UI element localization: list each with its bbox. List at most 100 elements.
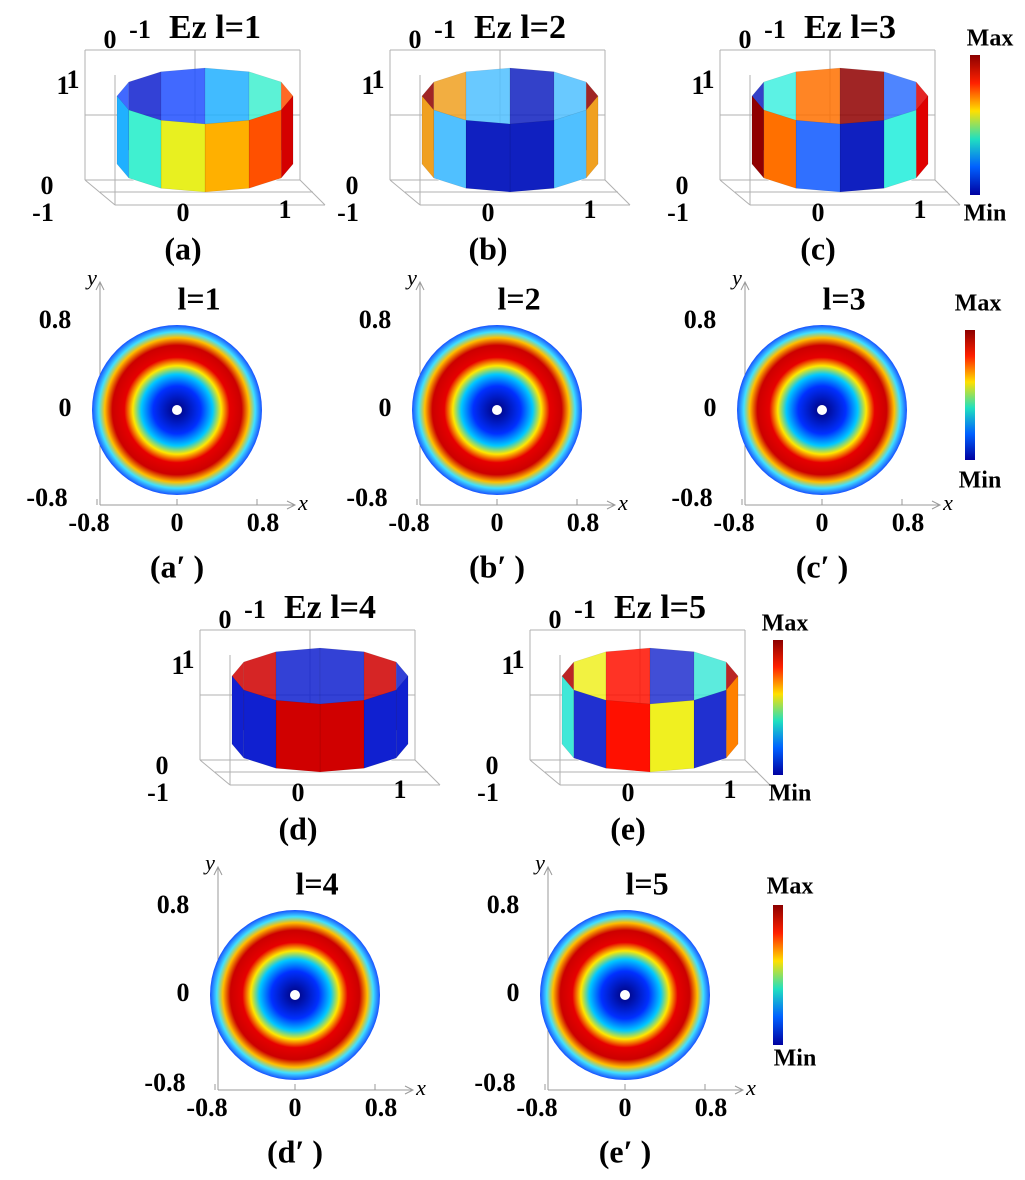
ring-segment — [795, 119, 841, 193]
x-tick-label: -1 — [477, 778, 499, 807]
z-tick-label: 0 — [41, 171, 54, 200]
y-tick-label: 0 — [704, 393, 717, 422]
x-tick-label: 0 — [812, 198, 825, 227]
ring-segment — [280, 95, 294, 179]
ring-segment — [509, 119, 555, 193]
arrow — [606, 500, 617, 510]
colorbar-max: Max — [967, 26, 1014, 52]
x-tick-label: -0.8 — [68, 508, 109, 537]
z-tick-label: 1 — [182, 645, 195, 674]
ring-segment — [160, 119, 206, 193]
arrow — [543, 865, 553, 876]
y-tick-label: -0.8 — [26, 483, 67, 512]
x-tick-label: -0.8 — [388, 508, 429, 537]
z-tick-label: 1 — [172, 651, 185, 680]
x-tick-label: 0.8 — [247, 508, 280, 537]
x-tick-label: -0.8 — [516, 1093, 557, 1122]
ring-segment — [116, 95, 130, 179]
x-tick-label: 0 — [622, 778, 635, 807]
axis-name: y — [533, 850, 545, 875]
x-tick-label: 0 — [292, 778, 305, 807]
x-tick-label: 1 — [914, 195, 927, 224]
axis-name: x — [415, 1075, 426, 1100]
x-tick-label: 0 — [289, 1093, 302, 1122]
ring-segment — [421, 95, 435, 179]
z-tick-label: 1 — [692, 71, 705, 100]
panel-label: (c) — [800, 230, 836, 266]
z-tick-label: 0 — [156, 751, 169, 780]
panel-title: Ez l=4 — [284, 589, 376, 626]
panel-title: l=5 — [625, 865, 668, 901]
z-tick-label: 0 — [346, 171, 359, 200]
center-dot — [620, 990, 630, 1000]
y-tick-label: -1 — [434, 15, 456, 44]
x-tick-label: 0 — [491, 508, 504, 537]
colorbar-min: Min — [964, 201, 1007, 227]
axis-name: x — [297, 490, 308, 515]
axis-name: y — [405, 265, 417, 290]
axis-name: x — [617, 490, 628, 515]
ring-segment — [319, 699, 365, 773]
ring-segment — [751, 95, 765, 179]
arrow — [734, 1085, 745, 1095]
y-tick-label: 0 — [379, 393, 392, 422]
x-tick-label: 0 — [816, 508, 829, 537]
y-tick-label: -1 — [244, 595, 266, 624]
panel-title: Ez l=5 — [614, 589, 706, 626]
ring-segment — [883, 109, 917, 189]
y-tick-label: 0 — [549, 605, 562, 634]
panel-label: (d) — [278, 810, 317, 846]
y-tick-label: -0.8 — [474, 1068, 515, 1097]
y-tick-label: 0.8 — [39, 305, 72, 334]
ring-segment — [204, 119, 250, 193]
panel-title: Ez l=3 — [804, 9, 896, 46]
y-tick-label: -1 — [129, 15, 151, 44]
ring-segment — [248, 109, 282, 189]
panel-title: Ez l=1 — [169, 9, 261, 46]
y-tick-label: -0.8 — [346, 483, 387, 512]
z-tick-label: 0 — [676, 171, 689, 200]
x-tick-label: 0.8 — [567, 508, 600, 537]
axis-name: x — [745, 1075, 756, 1100]
ring-segment — [693, 689, 727, 769]
colorbar-max: Max — [955, 291, 1002, 317]
ring-segment — [395, 675, 409, 759]
x-tick-label: 0.8 — [892, 508, 925, 537]
ring-segment — [231, 675, 245, 759]
panel-label: (e) — [610, 810, 646, 846]
x-tick-label: -1 — [32, 198, 54, 227]
arrow — [213, 865, 223, 876]
x-tick-label: 0 — [177, 198, 190, 227]
x-tick-label: -1 — [147, 778, 169, 807]
z-tick-label: 1 — [512, 645, 525, 674]
panel-label: (d′ ) — [267, 1133, 323, 1169]
y-tick-label: 0 — [59, 393, 72, 422]
panel-label: (a′ ) — [150, 548, 204, 584]
arrow — [931, 500, 942, 510]
x-tick-label: 0 — [482, 198, 495, 227]
y-tick-label: -0.8 — [671, 483, 712, 512]
x-tick-label: 0 — [171, 508, 184, 537]
axis-name: x — [942, 490, 953, 515]
y-tick-label: -1 — [574, 595, 596, 624]
y-tick-label: 0.8 — [157, 890, 190, 919]
y-tick-label: -0.8 — [144, 1068, 185, 1097]
ring-segment — [725, 675, 739, 759]
ring-segment — [465, 119, 511, 193]
center-dot — [290, 990, 300, 1000]
x-tick-label: 0.8 — [695, 1093, 728, 1122]
axis-name: y — [730, 265, 742, 290]
colorbar-min: Min — [774, 1046, 817, 1072]
x-tick-label: -0.8 — [186, 1093, 227, 1122]
colorbar-max: Max — [767, 874, 814, 900]
ring-segment — [585, 95, 599, 179]
x-tick-label: 1 — [724, 775, 737, 804]
colorbar-max: Max — [762, 611, 809, 637]
arrow — [740, 280, 750, 291]
y-tick-label: 0 — [507, 978, 520, 1007]
axis-name: y — [85, 265, 97, 290]
panel-title: Ez l=2 — [474, 9, 566, 46]
x-tick-label: 0.8 — [365, 1093, 398, 1122]
colorbar — [970, 55, 980, 195]
